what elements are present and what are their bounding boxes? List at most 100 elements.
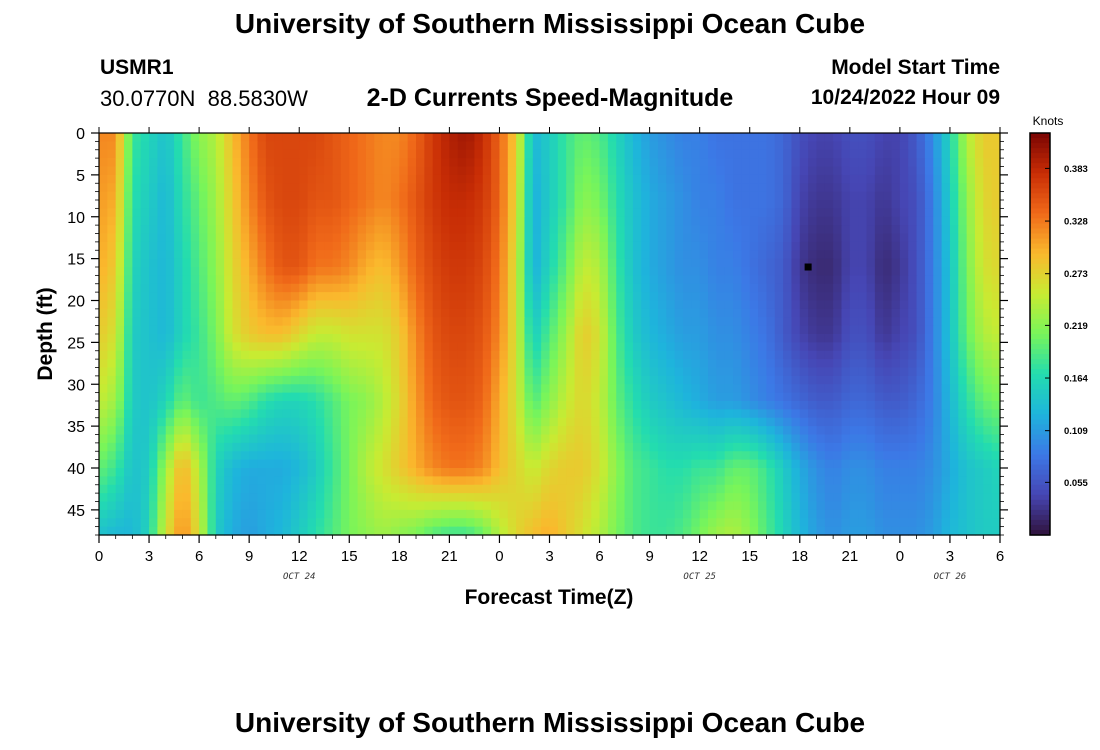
heat-cell [666, 367, 676, 377]
heat-cell [499, 409, 509, 419]
heat-cell [649, 275, 659, 285]
heat-cell [874, 225, 884, 235]
heat-cell [199, 158, 209, 168]
heat-cell [474, 133, 484, 142]
heat-cell [365, 442, 375, 452]
heat-cell [282, 292, 292, 302]
heat-cell [591, 158, 601, 168]
heat-cell [749, 191, 759, 201]
heat-cell [199, 501, 209, 511]
heat-cell [149, 375, 158, 385]
heat-cell [265, 233, 275, 243]
heat-cell [149, 401, 158, 410]
heat-cell [449, 384, 459, 394]
heat-cell [224, 258, 234, 268]
heat-cell [866, 434, 876, 444]
heat-cell [699, 275, 709, 285]
heat-cell [632, 392, 642, 402]
heat-cell [941, 300, 951, 310]
heat-cell [174, 292, 184, 302]
heat-cell [657, 426, 667, 436]
heat-cell [949, 350, 959, 360]
heat-cell [282, 141, 292, 151]
heat-cell [582, 375, 592, 385]
heat-cell [632, 342, 642, 352]
heat-cell [424, 158, 434, 168]
heat-cell [774, 166, 784, 176]
heat-cell [974, 200, 984, 209]
heat-cell [908, 434, 918, 444]
heat-cell [249, 133, 259, 142]
heat-cell [282, 325, 292, 335]
heat-cell [582, 241, 592, 251]
heat-cell [866, 417, 876, 427]
heat-cell [516, 401, 526, 410]
heat-cell [249, 166, 259, 176]
heat-cell [699, 493, 709, 503]
heat-cell [432, 191, 442, 201]
heat-cell [115, 325, 125, 335]
heat-cell [332, 225, 342, 235]
heat-cell [332, 258, 342, 268]
heat-cell [933, 183, 943, 193]
heat-cell [232, 166, 242, 176]
heat-cell [591, 350, 601, 360]
heat-cell [933, 292, 943, 302]
heat-cell [441, 166, 450, 176]
heat-cell [883, 183, 893, 193]
heat-cell [132, 434, 142, 444]
heat-cell [607, 275, 617, 285]
heat-cell [849, 149, 859, 159]
heat-cell [924, 468, 934, 477]
heat-cell [457, 342, 467, 352]
heat-cell [349, 484, 359, 494]
heat-cell [491, 250, 501, 260]
heat-cell [557, 317, 567, 327]
heat-cell [449, 250, 459, 260]
heat-cell [340, 509, 350, 519]
heat-cell [390, 149, 400, 159]
heat-cell [899, 200, 909, 209]
heat-cell [365, 409, 375, 419]
heat-cell [966, 283, 976, 293]
heat-cell [566, 384, 576, 394]
heat-cell [507, 258, 517, 268]
heat-cell [849, 208, 859, 218]
heat-cell [174, 468, 184, 477]
heat-cell [190, 200, 200, 209]
heat-cell [157, 300, 167, 310]
heat-cell [416, 359, 425, 369]
heat-cell [966, 158, 976, 168]
heat-cell [524, 334, 534, 343]
heat-cell [958, 392, 968, 402]
heat-cell [132, 468, 142, 477]
heat-cell [232, 191, 242, 201]
heat-cell [666, 241, 676, 251]
heat-cell [407, 292, 417, 302]
heat-cell [749, 509, 759, 519]
heat-cell [190, 350, 200, 360]
heat-cell [424, 468, 434, 477]
heat-cell [224, 417, 234, 427]
heat-cell [574, 166, 584, 176]
heat-cell [708, 250, 717, 260]
heat-cell [808, 233, 818, 243]
heat-cell [157, 484, 167, 494]
heat-cell [974, 434, 984, 444]
heat-cell [265, 258, 275, 268]
heat-cell [799, 267, 809, 276]
heat-cell [983, 325, 993, 335]
heat-cell [282, 225, 292, 235]
heat-cell [557, 183, 567, 193]
heat-cell [549, 250, 559, 260]
heat-cell [916, 200, 926, 209]
heat-cell [774, 183, 784, 193]
heat-cell [808, 158, 818, 168]
heat-cell [974, 241, 984, 251]
heat-cell [849, 434, 859, 444]
heat-cell [966, 250, 976, 260]
heat-cell [682, 509, 692, 519]
heat-cell [841, 392, 851, 402]
heat-cell [708, 208, 717, 218]
heat-cell [758, 451, 767, 461]
